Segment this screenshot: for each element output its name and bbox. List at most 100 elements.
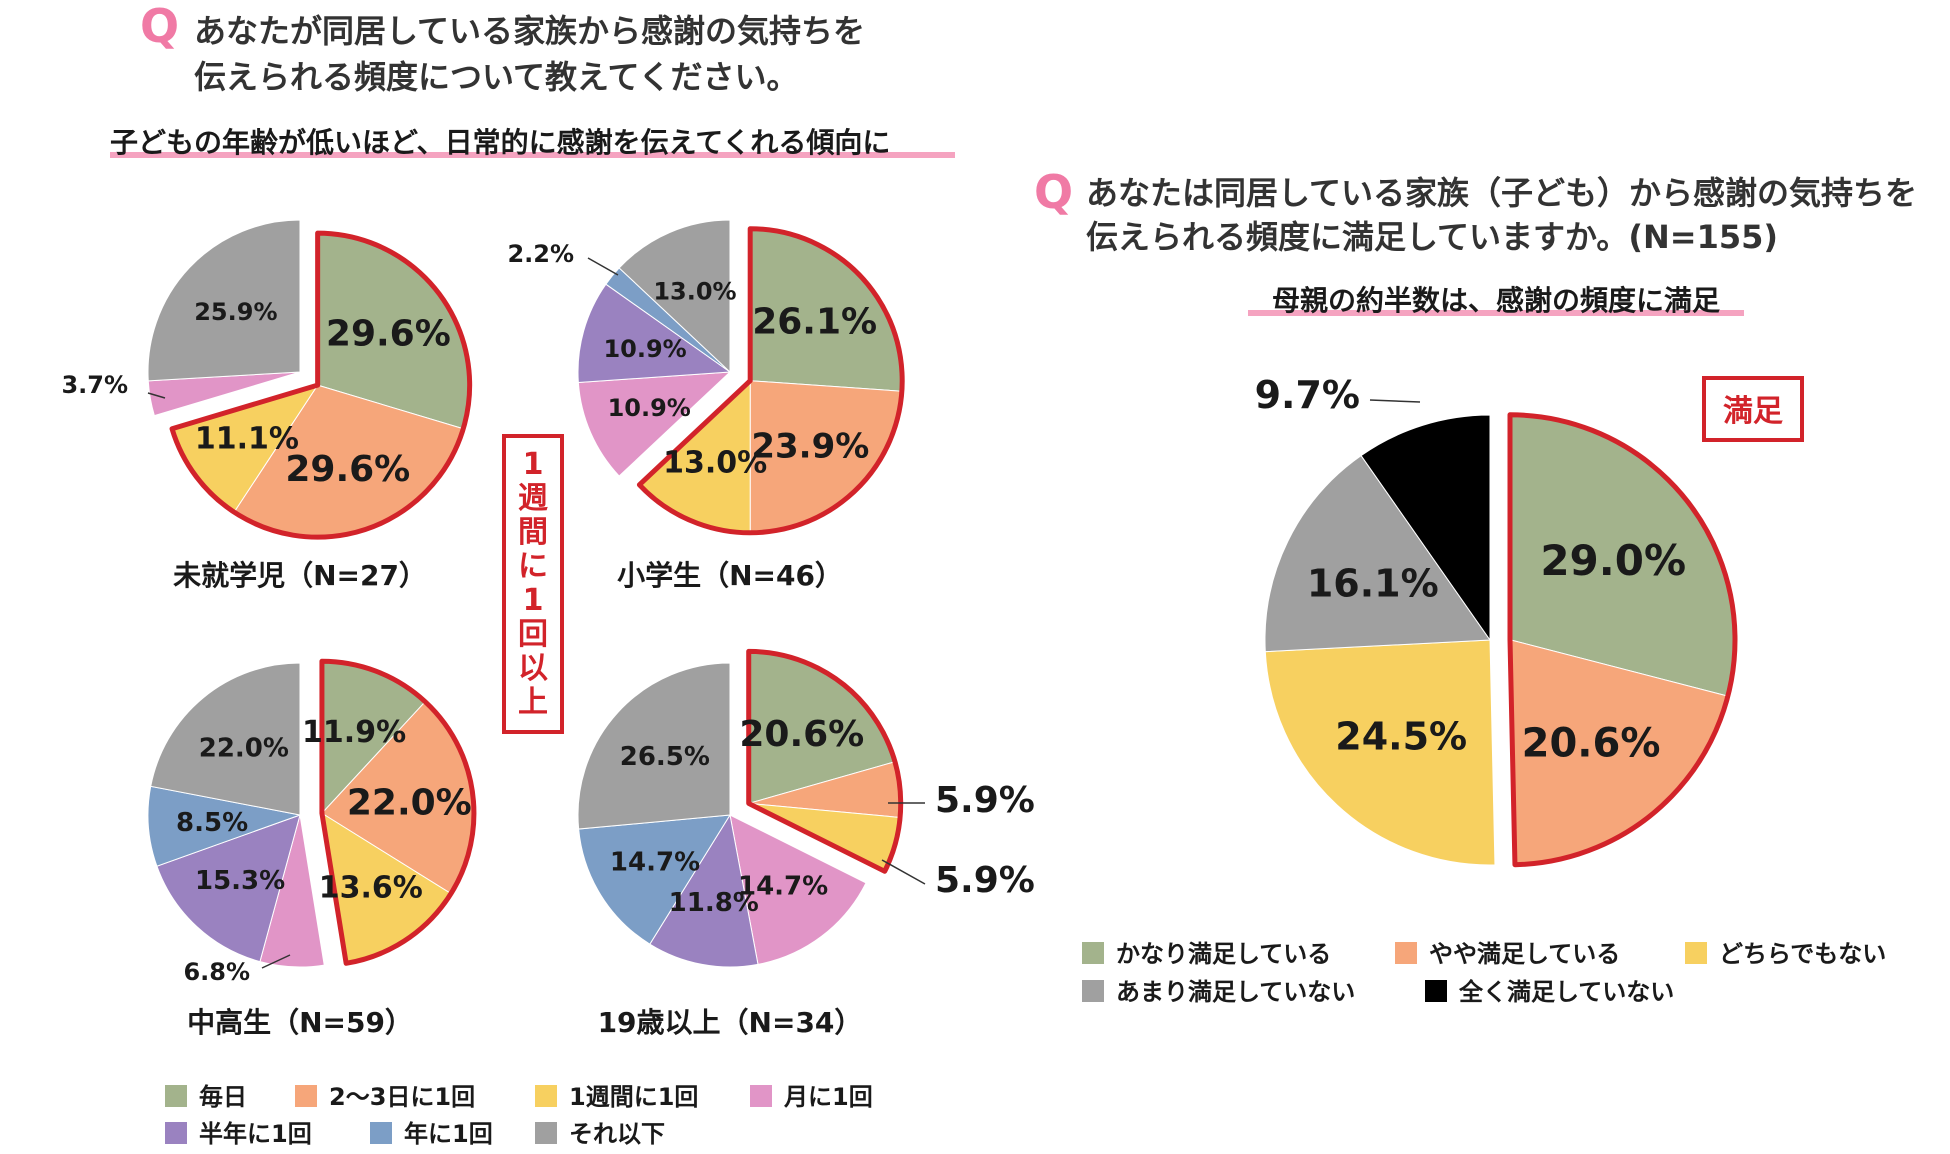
pie-chart-preschool: 29.6%29.6%11.1%3.7%25.9% — [61, 219, 473, 540]
legend-swatch — [1685, 942, 1707, 964]
leader-line — [587, 257, 619, 276]
pie-slice-7 — [577, 662, 731, 830]
highlight-outline — [319, 658, 477, 966]
legend-swatch — [165, 1085, 187, 1107]
legend-swatch — [1082, 980, 1104, 1002]
highlight-outline — [1507, 412, 1738, 868]
legend-swatch — [535, 1085, 557, 1107]
left-question-mark: Q — [140, 0, 179, 53]
leader-line — [881, 859, 926, 885]
highlight-outline — [169, 230, 473, 540]
data-label: 29.6% — [326, 313, 451, 354]
data-label: 13.6% — [319, 870, 423, 905]
chart-title-junior-high: 中高生（N=59） — [187, 1006, 413, 1039]
left-headline-text: 子どもの年齢が低いほど、日常的に感謝を伝えてくれる傾向に — [110, 126, 890, 159]
data-label: 10.9% — [603, 335, 686, 363]
data-label: 20.6% — [739, 714, 864, 755]
legend-swatch — [165, 1122, 187, 1144]
legend-label: どちらでもない — [1719, 940, 1886, 968]
left-headline-underline — [110, 152, 955, 158]
callout-char: 1 — [523, 447, 544, 482]
data-label: 5.9% — [935, 780, 1035, 821]
legend-swatch — [1425, 980, 1447, 1002]
legend-label: 2～3日に1回 — [329, 1083, 475, 1111]
legend-swatch — [750, 1085, 772, 1107]
pie-chart-adult: 20.6%5.9%5.9%14.7%11.8%14.7%26.5% — [577, 648, 1035, 968]
leader-line — [1369, 399, 1421, 403]
legend-label: 全く満足していない — [1458, 978, 1674, 1006]
data-label: 29.0% — [1540, 536, 1686, 585]
highlight-outline — [636, 226, 905, 536]
data-label: 10.9% — [608, 394, 691, 422]
legend-label: 月に1回 — [783, 1083, 873, 1111]
callout-char: 1 — [523, 583, 544, 618]
legend-label: かなり満足している — [1116, 940, 1331, 968]
data-label: 14.7% — [610, 848, 700, 878]
data-label: 25.9% — [194, 298, 277, 326]
legend-label: やや満足している — [1429, 940, 1620, 968]
pie-chart-junior-high: 11.9% 22.0% 13.6% 6.8% 15.3% 8.5% 22.0% — [147, 658, 477, 986]
left-question: Q あなたが同居している家族から感謝の気持ちを 伝えられる頻度について教えてくだ… — [140, 0, 865, 96]
right-headline: 母親の約半数は、感謝の頻度に満足 — [1248, 284, 1744, 317]
satisfied-callout-text: 満足 — [1723, 394, 1783, 429]
data-label: 26.1% — [752, 302, 877, 343]
data-label: 23.9% — [751, 426, 869, 466]
pie-slice-3 — [1264, 639, 1496, 866]
leader-line — [147, 392, 166, 399]
data-label: 11.1% — [195, 422, 299, 457]
legend-swatch — [295, 1085, 317, 1107]
right-question-mark: Q — [1034, 165, 1073, 219]
leader-line — [261, 954, 291, 969]
data-label: 15.3% — [195, 866, 285, 896]
pie-slice-4 — [577, 371, 732, 477]
data-label: 2.2% — [507, 240, 574, 268]
data-label: 16.1% — [1307, 561, 1439, 605]
pie-slice-4 — [1264, 454, 1491, 653]
data-label: 22.0% — [199, 733, 289, 763]
legend-label: あまり満足していない — [1116, 978, 1355, 1006]
data-label: 22.0% — [347, 782, 472, 823]
legend-label: 毎日 — [199, 1083, 247, 1111]
data-label: 11.8% — [669, 888, 759, 918]
highlight-outline — [746, 648, 904, 874]
pie-slice-7 — [618, 219, 731, 374]
data-label: 5.9% — [935, 860, 1035, 901]
right-headline-text: 母親の約半数は、感謝の頻度に満足 — [1272, 284, 1720, 317]
legend-swatch — [1395, 942, 1417, 964]
callout-char: 上 — [518, 685, 548, 720]
pie-slice-7 — [147, 219, 301, 382]
callout-char: 以 — [518, 651, 548, 686]
right-headline-underline — [1248, 310, 1744, 316]
weekly-callout-box — [502, 434, 564, 734]
pie-slice-4 — [729, 814, 867, 965]
pie-slice-7 — [150, 662, 301, 816]
data-label: 8.5% — [176, 808, 248, 838]
pie-slice-5 — [577, 283, 732, 384]
pie-slice-6 — [578, 814, 731, 945]
chart-title-elementary: 小学生（N=46） — [617, 559, 843, 592]
legend-label: 年に1回 — [404, 1120, 493, 1148]
legend-label: 1週間に1回 — [569, 1083, 698, 1111]
callout-char: 週 — [518, 481, 548, 516]
pie-slice-5 — [156, 814, 301, 963]
pie-chart-satisfaction: 29.0% 20.6% 24.5% 16.1% 9.7% — [1255, 373, 1738, 868]
chart-title-preschool: 未就学児（N=27） — [173, 559, 427, 592]
chart-title-adult: 19歳以上（N=34） — [598, 1006, 863, 1039]
callout-char: 間 — [518, 515, 548, 550]
legend-label: 半年に1回 — [199, 1120, 312, 1148]
data-label: 20.6% — [1522, 720, 1661, 766]
data-label: 13.0% — [653, 278, 736, 306]
data-label: 13.0% — [663, 445, 767, 480]
data-label: 29.6% — [285, 449, 410, 490]
right-question-line1: あなたは同居している家族（子ども）から感謝の気持ちを — [1086, 174, 1917, 212]
legend-swatch — [370, 1122, 392, 1144]
callout-char: 回 — [518, 617, 548, 652]
satisfied-callout-box — [1702, 376, 1804, 442]
data-label: 26.5% — [620, 742, 710, 772]
legend-label: それ以下 — [569, 1120, 665, 1148]
legend-swatch — [535, 1122, 557, 1144]
